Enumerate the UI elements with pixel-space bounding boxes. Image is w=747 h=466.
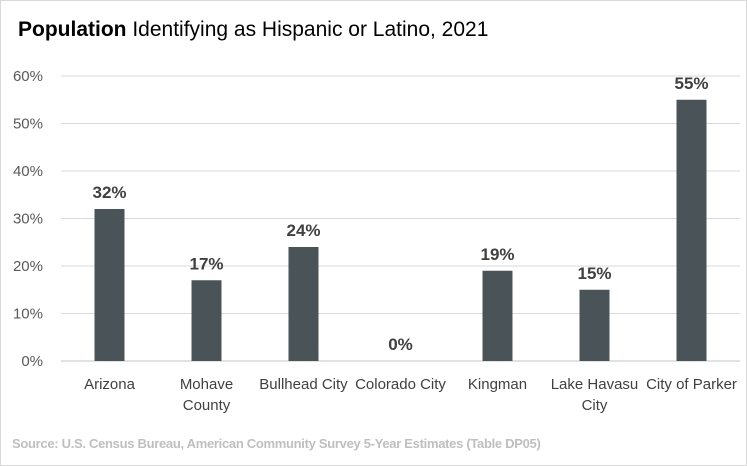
data-label: 19%	[480, 245, 514, 264]
bar	[191, 280, 222, 361]
y-tick-label: 60%	[13, 68, 43, 85]
title-rest: Identifying as Hispanic or Latino, 2021	[126, 18, 489, 41]
x-category-label: City	[582, 397, 608, 414]
x-category-label: Colorado City	[355, 376, 446, 393]
data-label: 15%	[577, 264, 611, 283]
bar	[579, 289, 610, 361]
x-category-label: City of Parker	[646, 376, 737, 393]
y-tick-label: 30%	[13, 211, 43, 228]
bar	[676, 99, 707, 361]
bar	[94, 209, 125, 361]
x-category-label: Arizona	[84, 376, 136, 393]
bar	[482, 270, 513, 361]
data-label: 17%	[189, 254, 223, 273]
source-note: Source: U.S. Census Bureau, American Com…	[12, 436, 541, 451]
x-category-label: Mohave	[180, 376, 233, 393]
x-category-label: Kingman	[468, 376, 527, 393]
title-bold: Population	[18, 18, 127, 41]
data-label: 32%	[92, 183, 126, 202]
y-tick-label: 20%	[13, 258, 43, 275]
chart-title: Population Identifying as Hispanic or La…	[18, 18, 488, 42]
data-label: 0%	[388, 335, 413, 354]
y-tick-label: 50%	[13, 116, 43, 133]
y-tick-label: 0%	[21, 353, 43, 370]
y-tick-label: 10%	[13, 306, 43, 323]
data-label: 55%	[674, 74, 708, 93]
y-tick-label: 40%	[13, 163, 43, 180]
x-category-label: Lake Havasu	[551, 376, 639, 393]
x-category-label: County	[183, 397, 231, 414]
data-label: 24%	[286, 221, 320, 240]
x-category-label: Bullhead City	[259, 376, 348, 393]
bar	[288, 247, 319, 361]
